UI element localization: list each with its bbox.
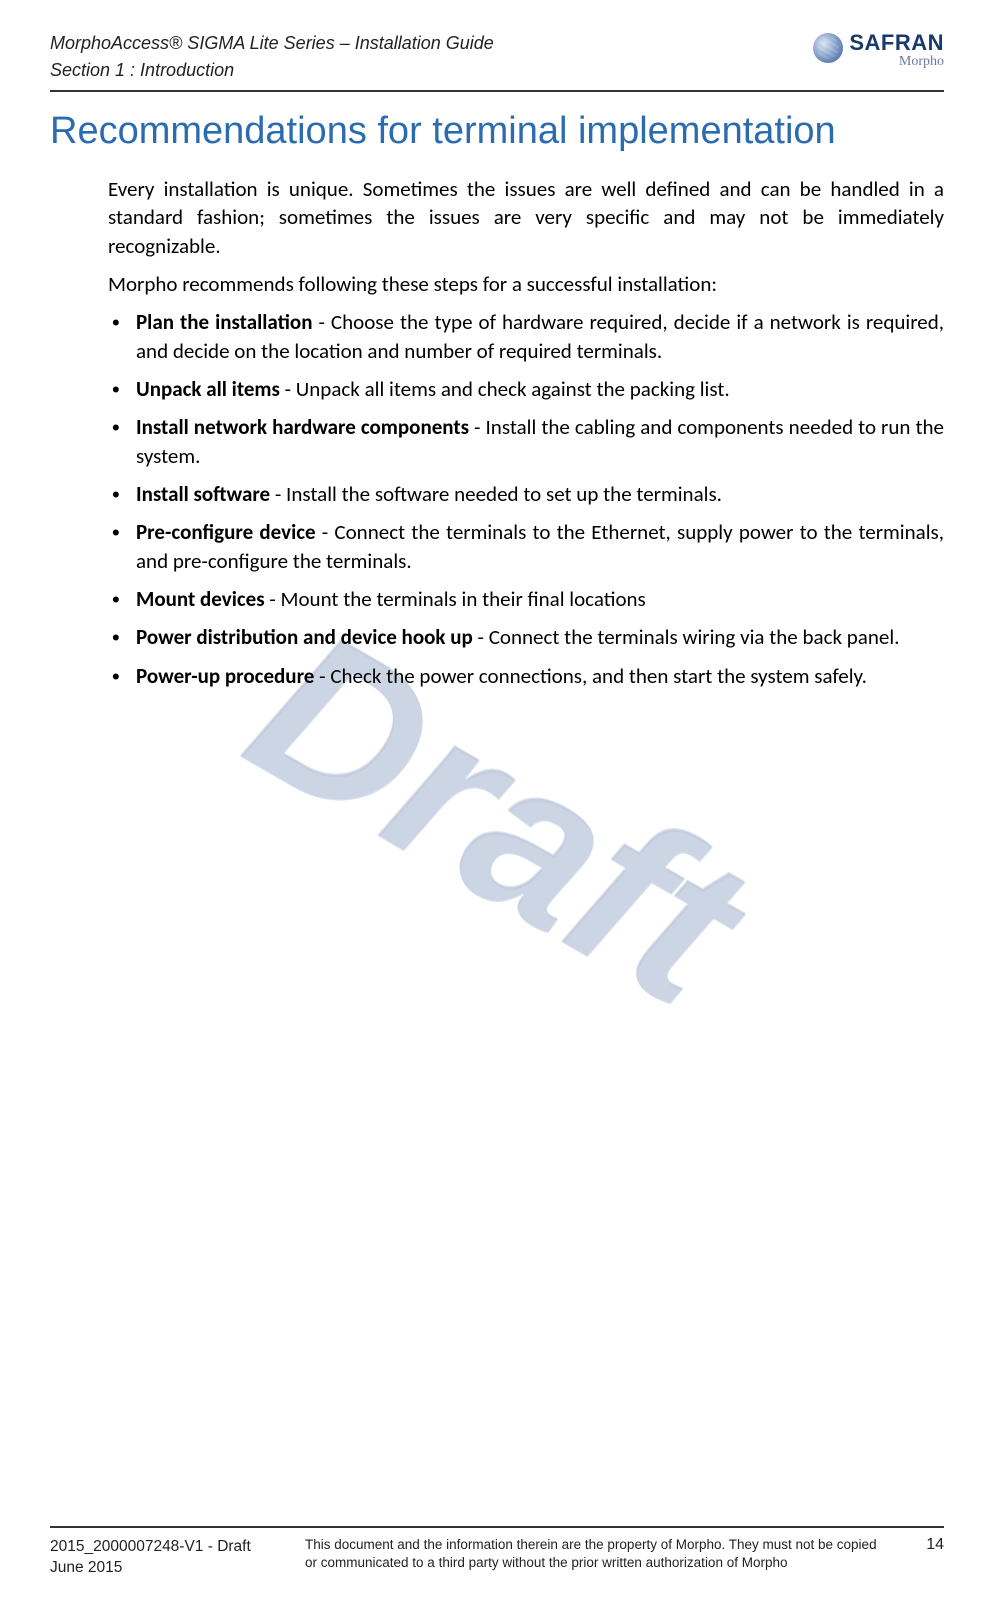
body-content: Every installation is unique. Sometimes … xyxy=(50,175,944,690)
intro-para-1: Every installation is unique. Sometimes … xyxy=(108,175,944,260)
step-text: - Mount the terminals in their final loc… xyxy=(265,586,646,612)
brand-logo: SAFRAN Morpho xyxy=(813,30,944,70)
page-number: 14 xyxy=(914,1536,944,1554)
page-header: MorphoAccess® SIGMA Lite Series – Instal… xyxy=(50,30,944,92)
step-text: - Check the power connections, and then … xyxy=(314,663,867,689)
doc-date: June 2015 xyxy=(50,1557,275,1579)
step-label: Install network hardware components xyxy=(136,414,469,440)
list-item: Plan the installation - Choose the type … xyxy=(108,308,944,365)
footer-left: 2015_2000007248-V1 - Draft June 2015 xyxy=(50,1536,275,1579)
step-text: - Install the software needed to set up … xyxy=(270,481,722,507)
section-label: Section 1 : Introduction xyxy=(50,57,494,84)
step-label: Power distribution and device hook up xyxy=(136,624,473,650)
step-label: Pre-configure device xyxy=(136,519,316,545)
doc-id: 2015_2000007248-V1 - Draft xyxy=(50,1536,275,1558)
step-label: Install software xyxy=(136,481,270,507)
intro-para-2: Morpho recommends following these steps … xyxy=(108,270,944,298)
step-label: Plan the installation xyxy=(136,309,312,335)
footer-disclaimer: This document and the information therei… xyxy=(305,1536,884,1572)
steps-list: Plan the installation - Choose the type … xyxy=(108,308,944,690)
globe-icon xyxy=(813,33,843,63)
step-label: Unpack all items xyxy=(136,376,280,402)
page-title: Recommendations for terminal implementat… xyxy=(50,110,944,153)
list-item: Power distribution and device hook up - … xyxy=(108,623,944,651)
page-footer: 2015_2000007248-V1 - Draft June 2015 Thi… xyxy=(50,1526,944,1579)
brand-sub: Morpho xyxy=(899,54,944,70)
list-item: Unpack all items - Unpack all items and … xyxy=(108,375,944,403)
doc-title: MorphoAccess® SIGMA Lite Series – Instal… xyxy=(50,30,494,57)
brand-main: SAFRAN xyxy=(849,30,944,56)
step-label: Mount devices xyxy=(136,586,265,612)
step-text: - Unpack all items and check against the… xyxy=(280,376,730,402)
list-item: Install software - Install the software … xyxy=(108,480,944,508)
list-item: Power-up procedure - Check the power con… xyxy=(108,662,944,690)
step-text: - Connect the terminals wiring via the b… xyxy=(473,624,900,650)
list-item: Pre-configure device - Connect the termi… xyxy=(108,518,944,575)
list-item: Mount devices - Mount the terminals in t… xyxy=(108,585,944,613)
header-left: MorphoAccess® SIGMA Lite Series – Instal… xyxy=(50,30,494,84)
step-label: Power-up procedure xyxy=(136,663,314,689)
list-item: Install network hardware components - In… xyxy=(108,413,944,470)
